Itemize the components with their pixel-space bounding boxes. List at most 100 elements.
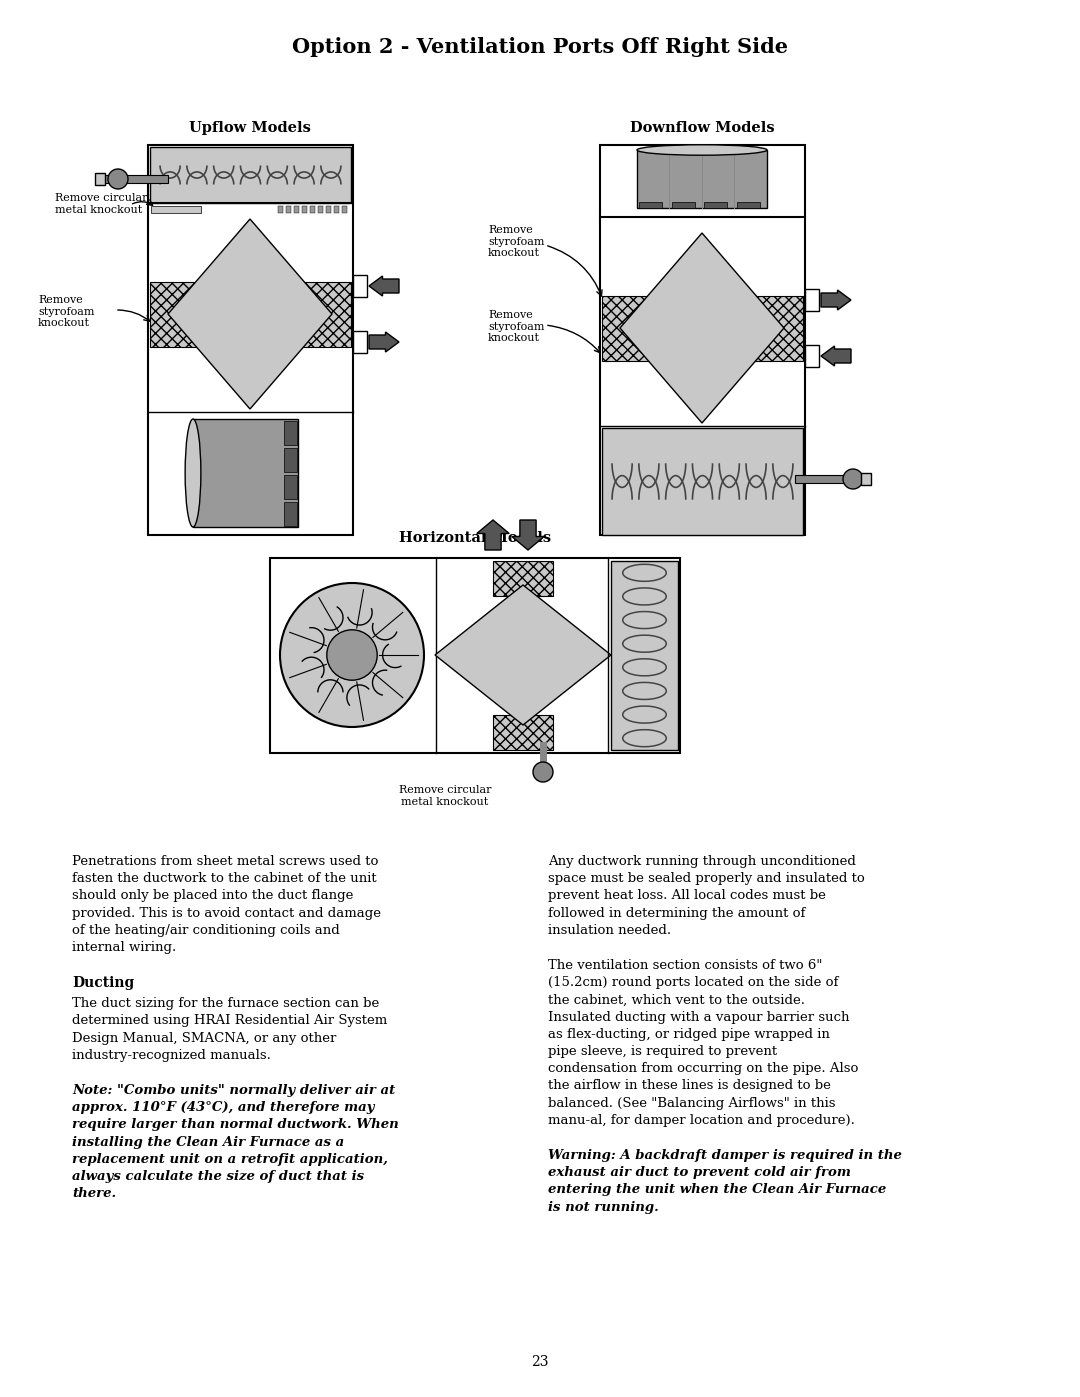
Bar: [334, 205, 339, 212]
Circle shape: [327, 630, 377, 680]
Text: Upflow Models: Upflow Models: [189, 122, 311, 136]
Text: exhaust air duct to prevent cold air from: exhaust air duct to prevent cold air fro…: [548, 1166, 851, 1179]
Bar: [318, 205, 323, 212]
Bar: [284, 420, 297, 446]
Bar: [492, 715, 553, 750]
Text: The duct sizing for the furnace section can be: The duct sizing for the furnace section …: [72, 997, 379, 1010]
Text: should only be placed into the duct flange: should only be placed into the duct flan…: [72, 890, 353, 902]
Bar: [861, 474, 870, 485]
Text: determined using HRAI Residential Air System: determined using HRAI Residential Air Sy…: [72, 1014, 388, 1027]
Bar: [602, 296, 657, 360]
Bar: [151, 205, 201, 212]
Bar: [150, 282, 205, 346]
Bar: [611, 562, 678, 750]
Bar: [95, 173, 105, 184]
Text: The ventilation section consists of two 6": The ventilation section consists of two …: [548, 958, 822, 972]
Bar: [302, 205, 307, 212]
Text: Penetrations from sheet metal screws used to: Penetrations from sheet metal screws use…: [72, 855, 378, 868]
Polygon shape: [168, 219, 332, 409]
Bar: [639, 203, 662, 208]
Text: require larger than normal ductwork. When: require larger than normal ductwork. Whe…: [72, 1119, 399, 1132]
Circle shape: [280, 583, 424, 726]
Text: the airflow in these lines is designed to be: the airflow in these lines is designed t…: [548, 1080, 831, 1092]
Bar: [342, 205, 347, 212]
Bar: [193, 419, 298, 527]
Text: fasten the ductwork to the cabinet of the unit: fasten the ductwork to the cabinet of th…: [72, 872, 377, 886]
Text: manu-al, for damper location and procedure).: manu-al, for damper location and procedu…: [548, 1113, 855, 1127]
Circle shape: [534, 761, 553, 782]
Bar: [148, 145, 353, 535]
Bar: [294, 205, 299, 212]
Text: balanced. (See "Balancing Airflows" in this: balanced. (See "Balancing Airflows" in t…: [548, 1097, 836, 1109]
Text: prevent heat loss. All local codes must be: prevent heat loss. All local codes must …: [548, 890, 826, 902]
Bar: [353, 275, 367, 298]
Bar: [284, 448, 297, 472]
Bar: [270, 557, 680, 753]
Bar: [492, 562, 553, 597]
Text: Design Manual, SMACNA, or any other: Design Manual, SMACNA, or any other: [72, 1031, 336, 1045]
Bar: [805, 345, 819, 367]
Text: space must be sealed properly and insulated to: space must be sealed properly and insula…: [548, 872, 865, 886]
Ellipse shape: [185, 419, 201, 527]
Bar: [805, 289, 819, 312]
Polygon shape: [476, 520, 509, 550]
Bar: [704, 203, 728, 208]
Text: the cabinet, which vent to the outside.: the cabinet, which vent to the outside.: [548, 993, 805, 1006]
Bar: [353, 331, 367, 353]
Circle shape: [843, 469, 863, 489]
Text: Remove
styrofoam
knockout: Remove styrofoam knockout: [488, 310, 544, 344]
Text: as flex-ducting, or ridged pipe wrapped in: as flex-ducting, or ridged pipe wrapped …: [548, 1028, 829, 1041]
Bar: [637, 149, 767, 208]
Text: Ducting: Ducting: [72, 977, 134, 990]
Text: pipe sleeve, is required to prevent: pipe sleeve, is required to prevent: [548, 1045, 778, 1058]
Text: Note: "Combo units" normally deliver air at: Note: "Combo units" normally deliver air…: [72, 1084, 395, 1097]
Bar: [284, 475, 297, 499]
Text: Insulated ducting with a vapour barrier such: Insulated ducting with a vapour barrier …: [548, 1010, 850, 1024]
Text: Remove
styrofoam
knockout: Remove styrofoam knockout: [488, 225, 544, 258]
Text: is not running.: is not running.: [548, 1200, 659, 1214]
Text: always calculate the size of duct that is: always calculate the size of duct that i…: [72, 1171, 364, 1183]
Polygon shape: [620, 233, 784, 423]
Bar: [737, 203, 760, 208]
Text: internal wiring.: internal wiring.: [72, 942, 176, 954]
Bar: [748, 296, 804, 360]
Text: Remove circular
metal knockout: Remove circular metal knockout: [399, 785, 491, 806]
Polygon shape: [369, 277, 399, 296]
Text: insulation needed.: insulation needed.: [548, 923, 671, 937]
Circle shape: [108, 169, 129, 189]
Bar: [600, 145, 805, 535]
Polygon shape: [821, 346, 851, 366]
Polygon shape: [435, 585, 611, 725]
Bar: [278, 205, 283, 212]
Bar: [672, 203, 694, 208]
Text: Warning: A backdraft damper is required in the: Warning: A backdraft damper is required …: [548, 1148, 902, 1162]
Bar: [284, 502, 297, 527]
Bar: [795, 475, 855, 483]
Text: condensation from occurring on the pipe. Also: condensation from occurring on the pipe.…: [548, 1062, 859, 1076]
Bar: [326, 205, 330, 212]
Polygon shape: [821, 291, 851, 310]
Text: followed in determining the amount of: followed in determining the amount of: [548, 907, 806, 919]
Polygon shape: [369, 332, 399, 352]
Text: industry-recognized manuals.: industry-recognized manuals.: [72, 1049, 271, 1062]
Polygon shape: [512, 520, 544, 550]
Text: Option 2 - Ventilation Ports Off Right Side: Option 2 - Ventilation Ports Off Right S…: [292, 36, 788, 57]
Text: Any ductwork running through unconditioned: Any ductwork running through uncondition…: [548, 855, 855, 868]
Bar: [310, 205, 315, 212]
Ellipse shape: [637, 145, 767, 155]
Bar: [602, 427, 804, 535]
Text: 23: 23: [531, 1355, 549, 1369]
Text: Remove circular
metal knockout: Remove circular metal knockout: [55, 193, 148, 215]
Text: replacement unit on a retrofit application,: replacement unit on a retrofit applicati…: [72, 1153, 388, 1166]
Text: approx. 110°F (43°C), and therefore may: approx. 110°F (43°C), and therefore may: [72, 1101, 375, 1115]
Text: Horizontal Models: Horizontal Models: [399, 531, 551, 545]
Text: installing the Clean Air Furnace as a: installing the Clean Air Furnace as a: [72, 1136, 345, 1148]
Text: (15.2cm) round ports located on the side of: (15.2cm) round ports located on the side…: [548, 977, 838, 989]
Text: Downflow Models: Downflow Models: [630, 122, 774, 136]
Bar: [286, 205, 291, 212]
Bar: [103, 175, 168, 183]
Text: provided. This is to avoid contact and damage: provided. This is to avoid contact and d…: [72, 907, 381, 919]
Bar: [150, 147, 351, 203]
Text: of the heating/air conditioning coils and: of the heating/air conditioning coils an…: [72, 923, 340, 937]
Text: there.: there.: [72, 1187, 117, 1200]
